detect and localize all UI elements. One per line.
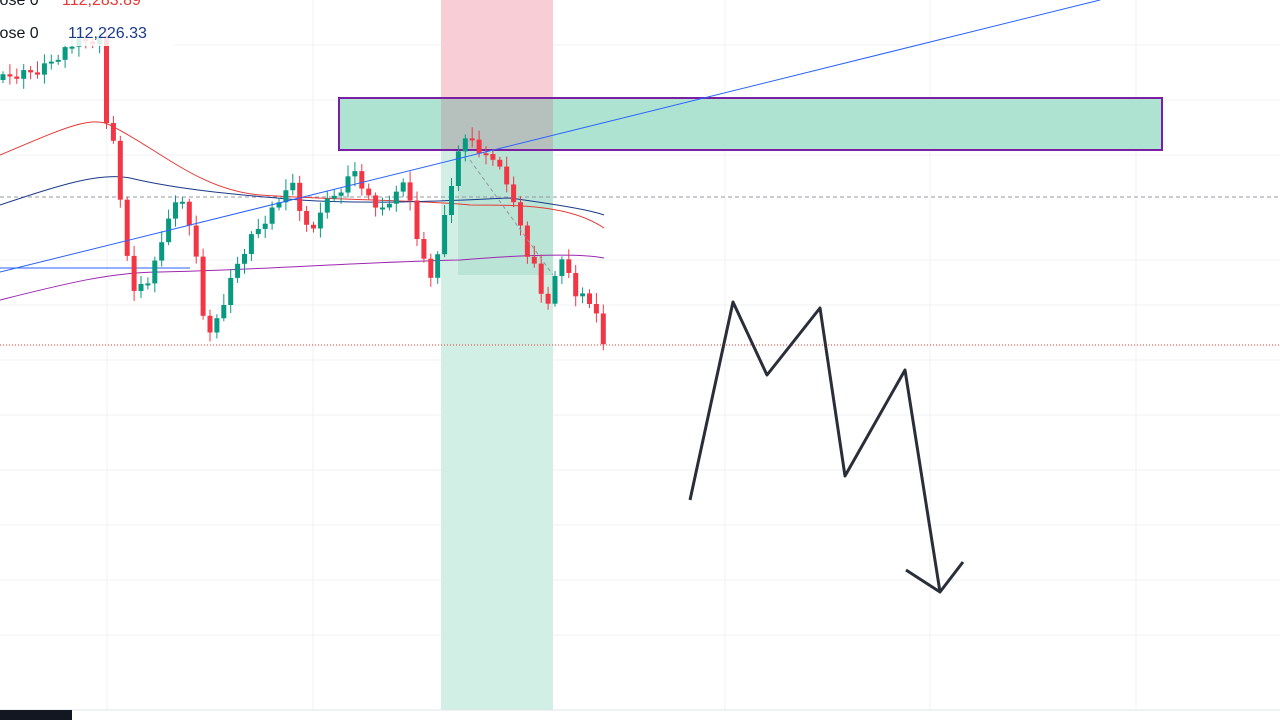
candle-body: [414, 200, 420, 239]
candle-body: [41, 63, 47, 75]
candle-body: [531, 256, 537, 264]
legend-label: close 0: [0, 0, 39, 9]
candle-body: [352, 171, 358, 177]
candle-body: [55, 59, 61, 62]
candle-body: [124, 199, 130, 256]
candle-body: [524, 225, 530, 257]
candle-body: [200, 256, 206, 316]
candle-body: [545, 293, 551, 304]
candle-body: [462, 138, 468, 152]
candle-body: [580, 293, 586, 297]
candle-body: [345, 176, 351, 193]
legend-bg: [0, 0, 175, 46]
candle-body: [311, 224, 316, 229]
drawn-pattern: [688, 300, 942, 593]
candle-body: [48, 61, 54, 64]
candle-body: [455, 151, 461, 186]
candle-body: [600, 313, 606, 345]
candle-body: [476, 139, 482, 154]
candle-body: [21, 70, 27, 79]
ma-red: [0, 121, 605, 229]
candle-body: [0, 74, 6, 80]
candle-body: [242, 254, 247, 264]
candle-body: [324, 198, 330, 213]
candle-body: [559, 259, 565, 276]
trend-line: [0, 0, 1101, 273]
zone-overlap: [441, 99, 553, 149]
legend-value: 112,226.33: [68, 25, 147, 42]
candle-body: [7, 74, 13, 77]
candle-body: [566, 259, 572, 273]
candle-body: [14, 76, 20, 79]
candle-body: [62, 47, 68, 60]
legend-label: close 0: [0, 25, 39, 42]
candle-body: [138, 284, 144, 291]
candle-body: [380, 207, 385, 210]
legend-value: 112,283.89: [62, 0, 141, 9]
candle-body: [490, 154, 496, 160]
candle-body: [511, 184, 517, 203]
candle-body: [373, 195, 379, 208]
candle-body: [469, 138, 475, 141]
candle-body: [269, 207, 275, 224]
candle-body: [207, 315, 213, 333]
ma-purple: [0, 254, 605, 301]
candle-body: [442, 215, 448, 255]
candle-body: [179, 201, 185, 204]
candle-body: [35, 72, 40, 75]
candle-body: [297, 182, 303, 211]
path-line: [469, 159, 554, 276]
drawn-arrow: [905, 561, 965, 594]
candle-body: [110, 123, 116, 141]
candle-body: [131, 255, 137, 291]
candle-body: [28, 70, 34, 73]
candle-body: [117, 140, 123, 200]
candle-body: [552, 276, 558, 304]
candle-body: [283, 190, 289, 203]
toolbar-stub: [0, 710, 72, 720]
candle-body: [186, 201, 192, 226]
candle-body: [276, 202, 282, 208]
candle-body: [338, 192, 344, 196]
candle-body: [331, 195, 337, 199]
candle-body: [221, 305, 227, 319]
candle-body: [214, 318, 220, 333]
candle-body: [69, 46, 75, 49]
candles: [0, 25, 606, 351]
candle-body: [504, 166, 510, 185]
candle-body: [262, 223, 268, 229]
candle-body: [428, 258, 434, 278]
candle-body: [366, 188, 372, 196]
candle-body: [573, 273, 579, 297]
candle-body: [359, 171, 365, 189]
candle-body: [248, 234, 254, 254]
candle-body: [193, 225, 199, 257]
candle-body: [235, 263, 241, 278]
candle-body: [173, 202, 178, 219]
candle-body: [152, 260, 158, 284]
candle-body: [290, 182, 296, 191]
candle-body: [228, 277, 234, 305]
candle-body: [421, 239, 427, 259]
candle-body: [497, 159, 503, 167]
candle-body: [587, 293, 592, 304]
candle-body: [255, 228, 261, 235]
candle-body: [317, 212, 323, 229]
candle-body: [159, 242, 165, 261]
candle-body: [518, 202, 523, 226]
candle-body: [304, 210, 310, 225]
candle-body: [393, 191, 399, 204]
candle-body: [435, 254, 441, 278]
candle-body: [145, 283, 151, 286]
candle-body: [104, 36, 109, 123]
candle-body: [400, 182, 406, 192]
candle-body: [386, 203, 392, 208]
candle-body: [593, 304, 599, 314]
candle-body: [538, 263, 544, 294]
candle-body: [483, 153, 489, 156]
candle-body: [407, 182, 413, 201]
candle-body: [449, 186, 454, 215]
